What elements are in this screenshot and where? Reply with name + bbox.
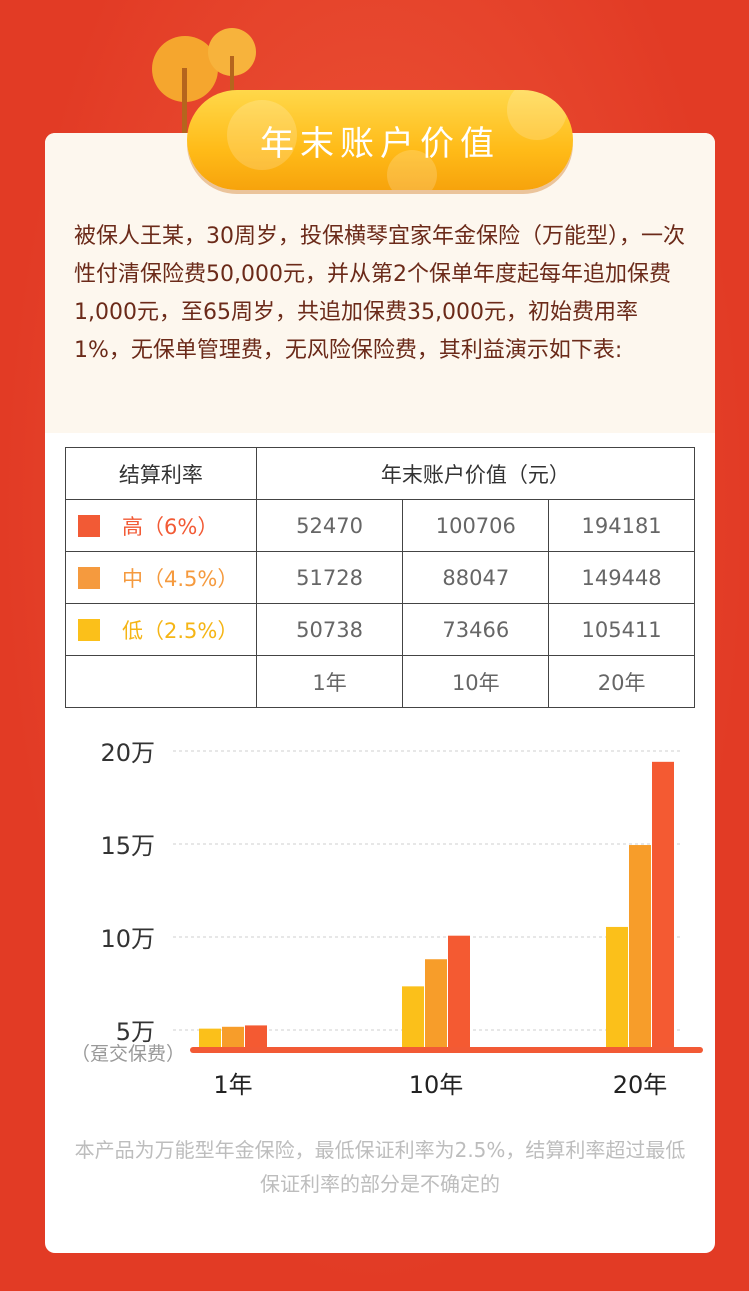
table-cell: 52470 bbox=[255, 499, 404, 552]
x-tick-label: 1年 bbox=[213, 1071, 252, 1099]
year-cell: 1年 bbox=[255, 655, 404, 708]
y-tick-label: 15万 bbox=[100, 832, 155, 860]
bar bbox=[222, 1026, 244, 1049]
legend-swatch-high bbox=[78, 514, 100, 537]
title-banner: 年末账户价值 bbox=[187, 90, 573, 190]
bar bbox=[402, 986, 424, 1049]
table-cell: 149448 bbox=[548, 551, 695, 604]
table-cell: 51728 bbox=[255, 551, 404, 604]
rate-column-header: 结算利率 bbox=[65, 447, 257, 500]
tree-icon bbox=[150, 28, 260, 138]
x-tick-label: 20年 bbox=[613, 1071, 668, 1099]
value-column-header: 年末账户价值（元） bbox=[255, 447, 696, 500]
rate-label-mid: 中（4.5%） bbox=[122, 566, 239, 591]
bar bbox=[199, 1028, 221, 1049]
table-cell: 73466 bbox=[402, 603, 550, 656]
bar bbox=[652, 761, 674, 1049]
footnote: 本产品为万能型年金保险，最低保证利率为2.5%，结算利率超过最低保证利率的部分是… bbox=[74, 1138, 686, 1196]
year-cell: 10年 bbox=[402, 655, 550, 708]
x-tick-label: 10年 bbox=[409, 1071, 464, 1099]
table-year-row: 1年 10年 20年 bbox=[65, 655, 695, 708]
table-row: 中（4.5%） 51728 88047 149448 bbox=[65, 551, 695, 604]
intro-text: 被保人王某，30周岁，投保横琴宜家年金保险（万能型），一次性付清保险费50,00… bbox=[74, 224, 685, 363]
page-title: 年末账户价值 bbox=[260, 123, 500, 164]
table-row: 高（6%） 52470 100706 194181 bbox=[65, 499, 695, 552]
table-cell: 100706 bbox=[402, 499, 550, 552]
legend-swatch-mid bbox=[78, 566, 100, 589]
y-tick-label: 5万 bbox=[116, 1018, 155, 1046]
y-tick-label: 20万 bbox=[100, 739, 155, 767]
table-header-row: 结算利率 年末账户价值（元） bbox=[65, 447, 696, 500]
table-cell: 50738 bbox=[255, 603, 404, 656]
bar bbox=[606, 926, 628, 1049]
rate-cell-low: 低（2.5%） bbox=[65, 603, 257, 656]
rate-cell-high: 高（6%） bbox=[65, 499, 257, 552]
table-row: 低（2.5%） 50738 73466 105411 bbox=[65, 603, 695, 656]
bar bbox=[245, 1025, 267, 1049]
y-tick-label: 10万 bbox=[100, 925, 155, 953]
bar bbox=[629, 845, 651, 1049]
baseline-label: （趸交保费） bbox=[71, 1043, 185, 1065]
year-cell: 20年 bbox=[548, 655, 695, 708]
rate-cell-mid: 中（4.5%） bbox=[65, 551, 257, 604]
table-cell: 194181 bbox=[548, 499, 695, 552]
bar bbox=[425, 959, 447, 1049]
table-cell-empty bbox=[65, 655, 257, 708]
rate-label-high: 高（6%） bbox=[122, 514, 219, 539]
rate-label-low: 低（2.5%） bbox=[122, 618, 239, 643]
legend-swatch-low bbox=[78, 618, 100, 641]
values-table: 结算利率 年末账户价值（元） 高（6%） 52470 100706 194181… bbox=[65, 447, 696, 708]
table-cell: 105411 bbox=[548, 603, 695, 656]
bar-chart: 20万 15万 10万 5万（趸交保费） 1年 10年 20年 bbox=[71, 739, 703, 1099]
bar bbox=[448, 935, 470, 1049]
table-cell: 88047 bbox=[402, 551, 550, 604]
baseline-axis bbox=[190, 1047, 703, 1053]
